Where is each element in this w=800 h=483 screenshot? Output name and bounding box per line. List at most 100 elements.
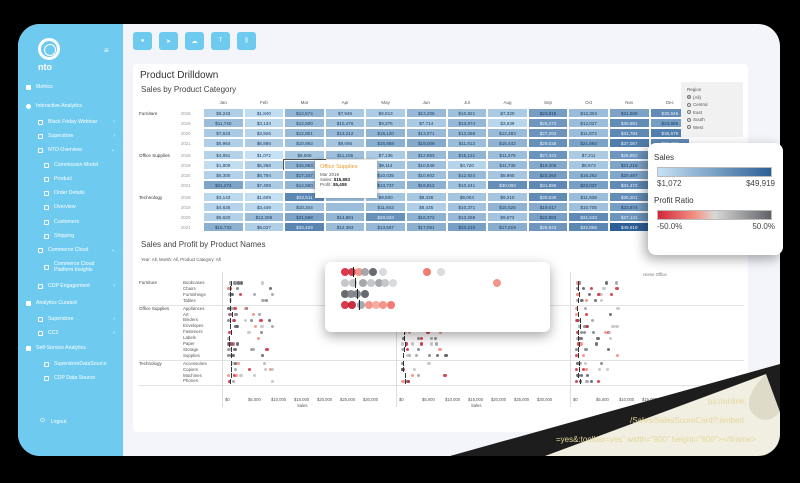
data-point[interactable] <box>580 299 584 303</box>
heatmap-cell[interactable]: $12,383 <box>324 222 366 232</box>
heatmap-cell[interactable]: $11,938 <box>568 192 609 202</box>
data-point[interactable] <box>404 342 409 346</box>
heatmap-cell[interactable]: $14,574 <box>284 108 325 118</box>
data-point[interactable] <box>361 290 369 298</box>
data-point[interactable] <box>341 290 349 298</box>
heatmap-cell[interactable]: $3,926 <box>243 128 285 138</box>
heatmap-cell[interactable]: $10,821 <box>446 108 488 118</box>
heatmap-cell[interactable]: $12,259 <box>243 212 285 222</box>
heatmap-cell[interactable]: $11,735 <box>487 160 528 170</box>
sidebar-item-black-friday-webinar[interactable]: Black Friday Webinar › <box>18 117 123 127</box>
data-point[interactable] <box>444 354 448 358</box>
data-point[interactable] <box>592 330 596 334</box>
sidebar-item-superstore[interactable]: Superstore › <box>18 131 123 141</box>
heatmap-cell[interactable]: $12,953 <box>405 150 447 160</box>
heatmap-cell[interactable]: $30,538 <box>527 192 569 202</box>
data-point[interactable] <box>602 287 606 291</box>
data-point[interactable] <box>271 324 275 328</box>
heatmap-cell[interactable]: $20,487 <box>608 170 650 180</box>
logout-button[interactable]: ⏻ Logout <box>40 418 67 425</box>
heatmap-cell[interactable]: $16,262 <box>568 170 609 180</box>
heatmap-cell[interactable]: $3,639 <box>487 118 528 128</box>
data-point[interactable] <box>417 336 421 340</box>
data-point[interactable] <box>576 330 580 334</box>
heatmap-cell[interactable]: $27,423 <box>527 150 569 160</box>
heatmap-cell[interactable]: $6,794 <box>243 170 285 180</box>
heatmap-cell[interactable]: $10,476 <box>324 118 366 128</box>
data-point[interactable] <box>230 354 234 358</box>
nto-logo-icon[interactable] <box>38 38 60 60</box>
data-point[interactable] <box>367 279 375 287</box>
data-point[interactable] <box>259 318 263 322</box>
data-point[interactable] <box>369 268 377 276</box>
data-point[interactable] <box>239 281 243 285</box>
data-point[interactable] <box>578 336 582 340</box>
data-point[interactable] <box>580 330 584 334</box>
data-point[interactable] <box>408 354 412 358</box>
heatmap-cell[interactable]: $11,740 <box>203 118 244 128</box>
sidebar-item-commission-model[interactable]: Commission Model <box>18 160 123 170</box>
heatmap-cell[interactable]: $13,567 <box>365 222 406 232</box>
heatmap-cell[interactable]: $15,120 <box>365 128 406 138</box>
heatmap-cell[interactable]: $10,902 <box>405 170 447 180</box>
heatmap-cell[interactable]: $7,136 <box>365 150 406 160</box>
data-point[interactable] <box>237 281 241 285</box>
data-point[interactable] <box>247 368 251 372</box>
heatmap-cell[interactable]: $11,643 <box>365 202 406 212</box>
heatmap-cell[interactable]: $21,565 <box>608 108 650 118</box>
data-point[interactable] <box>434 342 438 346</box>
data-point[interactable] <box>576 362 580 366</box>
heatmap-cell[interactable]: $16,958 <box>365 138 406 148</box>
data-point[interactable] <box>250 318 254 322</box>
data-point[interactable] <box>438 330 442 334</box>
data-point[interactable] <box>589 379 594 383</box>
data-point[interactable] <box>575 281 579 285</box>
data-point[interactable] <box>379 301 387 309</box>
data-point[interactable] <box>576 318 580 322</box>
data-point[interactable] <box>433 336 437 340</box>
data-point[interactable] <box>615 324 619 328</box>
heatmap-cell[interactable] <box>324 202 366 212</box>
data-point[interactable] <box>239 373 243 378</box>
heatmap-cell[interactable]: $9,210 <box>487 192 528 202</box>
heatmap-cell[interactable]: $33,429 <box>284 222 325 232</box>
download-button[interactable]: ☁ <box>185 32 204 50</box>
region-option-central[interactable]: Central <box>687 102 737 107</box>
heatmap-cell[interactable]: $10,648 <box>405 160 447 170</box>
heatmap-cell[interactable]: $8,960 <box>487 170 528 180</box>
data-point[interactable] <box>417 348 421 352</box>
data-point[interactable] <box>381 279 389 287</box>
data-point[interactable] <box>405 348 410 352</box>
data-point[interactable] <box>244 307 248 311</box>
heatmap-cell[interactable]: $12,304 <box>568 108 609 118</box>
data-point[interactable] <box>575 348 579 352</box>
heatmap-cell[interactable]: $23,874 <box>608 202 650 212</box>
data-point[interactable] <box>597 293 601 297</box>
heatmap-cell[interactable]: $30,201 <box>608 192 650 202</box>
sidebar-item-cdp-data-source[interactable]: CDP Data Source <box>18 373 123 383</box>
heatmap-cell[interactable]: $7,408 <box>243 180 285 190</box>
data-point[interactable] <box>596 379 600 383</box>
heatmap-cell[interactable]: $1,072 <box>243 150 285 160</box>
data-point[interactable] <box>341 279 349 287</box>
data-point[interactable] <box>230 342 234 346</box>
heatmap-cell[interactable]: $5,964 <box>203 138 244 148</box>
data-point[interactable] <box>575 307 579 311</box>
heatmap-cell[interactable]: $9,066 <box>324 138 366 148</box>
data-point[interactable] <box>227 373 231 378</box>
data-point[interactable] <box>227 330 231 334</box>
data-point[interactable] <box>584 348 588 352</box>
data-point[interactable] <box>359 279 367 287</box>
data-point[interactable] <box>265 348 269 352</box>
heatmap-cell[interactable]: $12,801 <box>284 128 325 138</box>
sidebar-item-order-details[interactable]: Order Details <box>18 188 123 198</box>
sidebar-item-superstore[interactable]: Superstore › <box>18 314 123 324</box>
heatmap-cell[interactable]: $8,673 <box>568 160 609 170</box>
data-point[interactable] <box>260 281 265 285</box>
data-point[interactable] <box>579 373 584 378</box>
data-point[interactable] <box>230 293 235 297</box>
data-point[interactable] <box>341 301 349 309</box>
data-point[interactable] <box>236 342 240 346</box>
data-point[interactable] <box>581 354 586 358</box>
data-point[interactable] <box>227 287 231 291</box>
